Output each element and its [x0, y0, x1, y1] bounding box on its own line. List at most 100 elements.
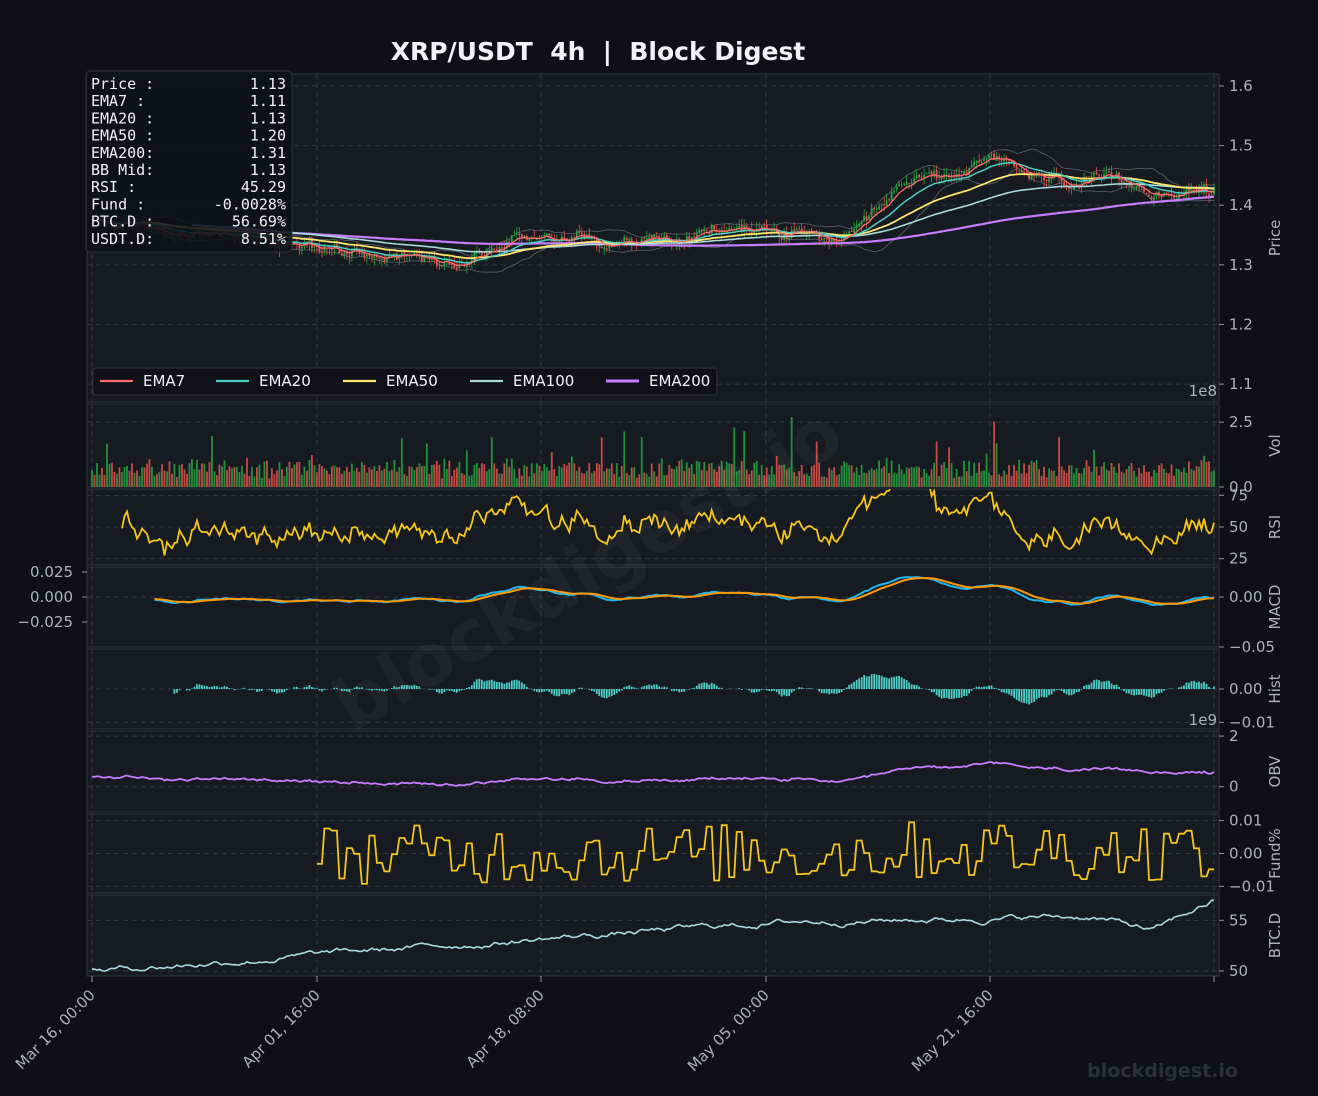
volume-bar	[191, 459, 193, 487]
candle-body	[730, 228, 733, 230]
volume-bar	[296, 462, 298, 487]
histogram-bar	[1005, 689, 1008, 694]
volume-bar	[475, 463, 478, 487]
y-tick-label-left: 0.000	[30, 588, 73, 606]
candle-body	[930, 171, 933, 177]
histogram-bar	[910, 684, 913, 689]
volume-bar	[748, 474, 751, 487]
y-tick-label: 0.00	[1229, 845, 1262, 863]
histogram-bar	[688, 689, 691, 690]
candle-body	[380, 259, 383, 260]
volume-bar	[330, 466, 333, 487]
histogram-bar	[268, 689, 271, 690]
volume-bar	[226, 469, 228, 487]
histogram-bar	[863, 675, 866, 689]
volume-bar	[111, 462, 113, 487]
histogram-bar	[950, 689, 953, 699]
histogram-bar	[978, 686, 981, 689]
candle-body	[1005, 157, 1008, 160]
histogram-bar	[573, 689, 576, 693]
volume-bar	[850, 465, 853, 487]
volume-bar	[855, 467, 858, 487]
histogram-bar	[523, 683, 526, 689]
candle-body	[1155, 192, 1158, 197]
volume-bar	[688, 467, 691, 487]
volume-bar	[633, 467, 636, 487]
volume-bar	[1213, 470, 1215, 487]
volume-bar	[598, 464, 601, 487]
histogram-bar	[505, 682, 508, 689]
volume-bar	[713, 469, 716, 487]
histogram-bar	[1010, 689, 1013, 696]
candle-body	[830, 238, 833, 243]
volume-bar	[620, 466, 623, 487]
panel-btc-d: 50 55 BTC.D	[86, 894, 1284, 980]
histogram-bar	[828, 689, 831, 695]
info-label: EMA50 :	[91, 127, 154, 145]
histogram-bar	[186, 689, 188, 691]
histogram-bar	[933, 689, 936, 693]
y-tick-label: 0.00	[1229, 588, 1262, 606]
volume-bar	[93, 474, 96, 487]
histogram-bar	[1158, 689, 1160, 694]
histogram-bar	[755, 689, 758, 693]
volume-bar	[803, 474, 806, 487]
volume-bar	[123, 467, 126, 487]
volume-bar	[378, 465, 381, 487]
volume-bar	[138, 475, 141, 487]
candle-body	[485, 250, 488, 257]
candle-body	[545, 233, 548, 236]
volume-bar	[533, 473, 536, 487]
candle-body	[925, 172, 928, 174]
volume-bar	[805, 473, 808, 487]
volume-bar	[1000, 476, 1003, 487]
histogram-bar	[945, 689, 948, 698]
volume-bar	[675, 466, 678, 487]
volume-bar	[813, 464, 816, 487]
histogram-bar	[525, 686, 528, 689]
volume-bar	[785, 469, 788, 487]
volume-bar	[658, 463, 661, 487]
volume-bar	[583, 473, 586, 487]
histogram-bar	[848, 684, 851, 689]
candle-body	[698, 229, 701, 234]
volume-bar	[653, 471, 656, 487]
histogram-bar	[251, 689, 253, 690]
volume-bar	[1095, 466, 1098, 487]
histogram-bar	[358, 687, 361, 689]
volume-bar	[758, 474, 761, 487]
volume-bar	[720, 460, 723, 487]
histogram-bar	[558, 689, 561, 697]
histogram-bar	[323, 689, 326, 691]
info-label: Price :	[91, 75, 154, 93]
histogram-bar	[173, 689, 176, 694]
volume-bar	[1048, 468, 1050, 487]
candle-body	[338, 249, 341, 253]
volume-bar	[790, 417, 793, 487]
candle-body	[1165, 192, 1168, 195]
histogram-bar	[298, 688, 301, 689]
histogram-bar	[590, 689, 593, 691]
panel-body	[316, 821, 1214, 885]
histogram-bar	[998, 689, 1000, 691]
volume-bar	[840, 465, 843, 487]
candle-body	[933, 170, 936, 177]
volume-bar	[1083, 467, 1085, 487]
histogram-bar	[903, 678, 906, 689]
histogram-bar	[428, 689, 431, 690]
candle-body	[518, 233, 521, 235]
histogram-bar	[535, 689, 538, 692]
volume-bar	[865, 473, 868, 487]
y-tick-label: 1.3	[1229, 256, 1253, 274]
histogram-bar	[211, 686, 213, 689]
candle-body	[895, 186, 898, 190]
histogram-bar	[680, 689, 683, 692]
volume-bar	[848, 465, 851, 487]
volume-bar	[101, 467, 103, 487]
histogram-bar	[498, 682, 501, 689]
volume-bar	[1193, 470, 1195, 487]
candle-body	[1135, 186, 1138, 189]
volume-bar	[1050, 470, 1053, 487]
volume-bar	[893, 472, 896, 487]
histogram-bar	[888, 678, 891, 689]
